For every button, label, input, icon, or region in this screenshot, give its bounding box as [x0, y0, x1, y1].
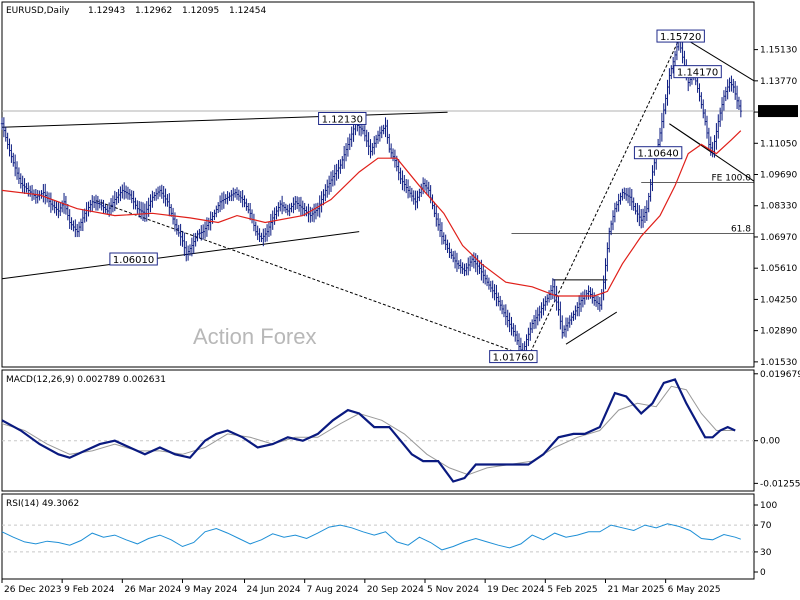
trend-line-2 [95, 200, 529, 358]
rsi-header: RSI(14) 49.3062 [6, 499, 79, 509]
x-tick-label-9: 5 Feb 2025 [547, 585, 597, 595]
price-label-box-1 [673, 65, 722, 79]
price-label-2: 1.12130 [322, 114, 363, 125]
price-ytick-label-6: 1.06970 [760, 233, 797, 243]
x-tick-label-5: 7 Aug 2024 [307, 585, 359, 595]
fe-100-label: FE 100.0 [712, 173, 752, 183]
x-axis: 26 Dec 2023 9 Feb 2024 26 Mar 2024 9 May 20… [1, 579, 721, 595]
price-ytick-label-0: 1.15130 [760, 46, 797, 56]
x-tick-label-10: 21 Mar 2025 [607, 585, 664, 595]
x-tick-label-1: 9 Feb 2024 [64, 585, 115, 595]
trend-line-3 [527, 35, 682, 357]
price-ytick-label-9: 1.02890 [760, 327, 797, 337]
rsi-ytick-label-1: 70 [760, 521, 772, 531]
price-pane-frame [1, 1, 755, 368]
price-label-box-5 [489, 350, 538, 364]
current-price-label: 1.12454 [760, 107, 797, 117]
x-tick-label-3: 9 May 2024 [184, 585, 237, 595]
price-pane: 1.151301.137701.124101.110501.096901.083… [0, 29, 798, 368]
trend-line-7 [565, 311, 618, 345]
x-tick-label-11: 6 May 2025 [668, 585, 721, 595]
rsi-ytick-label-2: 30 [760, 548, 772, 558]
fib-618-label: 61.8 [731, 224, 751, 234]
price-label-box-3 [633, 146, 683, 160]
price-label-4: 1.06010 [113, 255, 154, 266]
trend-line-1 [1, 231, 360, 280]
price-label-3: 1.10640 [637, 149, 678, 160]
x-tick-label-4: 24 Jun 2024 [247, 585, 301, 595]
macd-ytick-label-2: -0.012552 [760, 479, 800, 489]
moving-average-line [1, 130, 742, 297]
price-header-open: 1.12943 [88, 6, 125, 16]
rsi-ytick-label-0: 100 [760, 501, 777, 511]
rsi-pane: 100 70 30 0 [1, 501, 777, 578]
price-ytick-label-1: 1.13770 [760, 77, 797, 87]
price-header-low: 1.12095 [182, 6, 219, 16]
x-tick-label-8: 19 Dec 2024 [487, 585, 545, 595]
price-ytick-label-10: 1.01530 [760, 358, 797, 368]
price-ytick-label-7: 1.05610 [760, 264, 797, 274]
rsi-pane-frame [1, 493, 755, 580]
trend-line-4 [680, 35, 755, 82]
price-ytick-label-8: 1.04250 [760, 295, 797, 305]
price-label-box-2 [318, 111, 367, 125]
price-ytick-label-4: 1.09690 [760, 171, 797, 181]
price-label-0: 1.15720 [660, 32, 701, 43]
macd-pane: 0.019679 0.00 -0.012552 [1, 370, 800, 489]
macd-header: MACD(12,26,9) 0.002789 0.002631 [6, 375, 166, 385]
price-ytick-label-3: 1.11050 [760, 139, 797, 149]
price-header-symbol: EURUSD,Daily [6, 6, 70, 16]
macd-ytick-label-1: 0.00 [760, 437, 780, 447]
macd-pane-frame [1, 369, 755, 492]
rsi-ytick-label-3: 0 [760, 568, 766, 578]
price-header-close: 1.12454 [229, 6, 266, 16]
x-tick-label-6: 20 Sep 2024 [367, 585, 424, 595]
macd-line [1, 378, 736, 483]
price-header-high: 1.12962 [135, 6, 172, 16]
trend-line-0 [1, 111, 448, 128]
x-tick-label-7: 5 Nov 2024 [427, 585, 479, 595]
watermark: Action Forex [193, 324, 317, 349]
price-ytick-label-5: 1.08330 [760, 202, 797, 212]
current-price-box [758, 105, 798, 118]
price-label-box-4 [109, 252, 158, 266]
x-tick-label-0: 26 Dec 2023 [4, 585, 62, 595]
price-label-5: 1.01760 [493, 353, 534, 364]
price-label-box-0 [656, 29, 705, 43]
price-label-1: 1.14170 [677, 68, 718, 79]
x-tick-label-2: 26 Mar 2024 [124, 585, 181, 595]
price-bars [0, 33, 743, 361]
macd-ytick-label-0: 0.019679 [760, 370, 800, 380]
trend-line-6 [669, 123, 713, 154]
rsi-line [1, 523, 741, 551]
